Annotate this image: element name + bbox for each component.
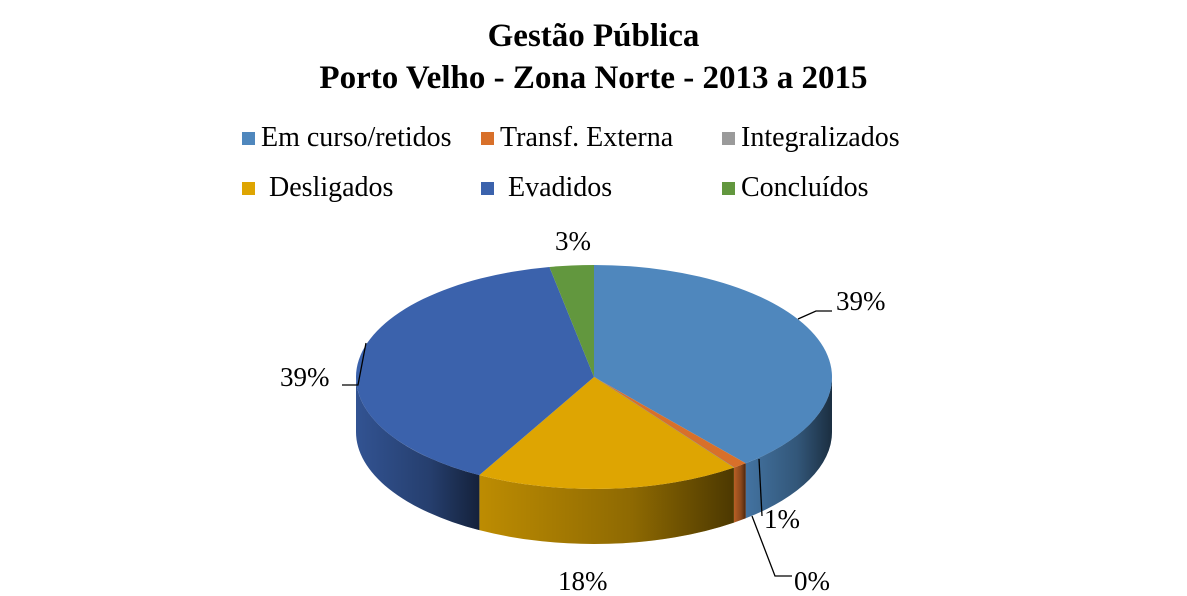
legend-label: Integralizados — [741, 122, 900, 153]
pie-slice-transf-externa — [594, 377, 746, 468]
leader-line-evadidos — [342, 342, 367, 386]
data-label-transf: 1% — [764, 504, 800, 534]
legend-swatch — [481, 131, 494, 145]
legend-swatch — [242, 131, 255, 145]
leader-line-transf — [758, 458, 763, 517]
legend-item-em-curso: Em curso/retidos — [242, 122, 452, 154]
legend-label: Desligados — [269, 172, 394, 203]
leader-lines — [342, 310, 832, 577]
data-label-integralizados: 0% — [794, 566, 830, 596]
legend-item-desligados: Desligados — [242, 172, 393, 204]
pie-slice-desligados — [479, 377, 734, 489]
legend-swatch — [722, 131, 735, 145]
legend-item-transf-externa: Transf. Externa — [481, 122, 673, 154]
legend-swatch — [722, 181, 735, 195]
pie-slice-em-curso — [594, 265, 833, 464]
pie-side-shade-transf-externa — [733, 463, 746, 523]
legend-item-evadidos: Evadidos — [481, 172, 612, 204]
pie-slices — [356, 265, 833, 489]
data-label-concluidos: 3% — [555, 226, 591, 256]
pie-sides — [356, 377, 832, 545]
legend-label: Em curso/retidos — [261, 122, 452, 153]
legend-swatch — [481, 181, 494, 195]
chart-title: Gestão Pública — [487, 18, 700, 54]
legend-label: Concluídos — [741, 172, 869, 203]
leader-line-integralizados — [751, 515, 792, 577]
leader-line-em-curso — [797, 310, 832, 320]
pie-side-shade-evadidos — [356, 377, 480, 531]
chart-subtitle: Porto Velho - Zona Norte - 2013 a 2015 — [319, 60, 868, 96]
pie-slice-evadidos — [356, 266, 594, 476]
pie-slice-concluidos — [549, 265, 594, 377]
pie-side-shade-desligados — [479, 467, 734, 545]
legend-item-concluidos: Concluídos — [722, 172, 869, 204]
data-label-evadidos: 39% — [280, 362, 330, 392]
data-label-em-curso: 39% — [836, 286, 886, 316]
legend-label: Transf. Externa — [500, 122, 674, 153]
pie-side-shade-em-curso — [745, 377, 832, 519]
legend-item-integralizados: Integralizados — [722, 122, 900, 154]
legend-swatch — [242, 181, 255, 195]
data-label-desligados: 18% — [558, 566, 608, 596]
legend-label: Evadidos — [508, 172, 613, 203]
